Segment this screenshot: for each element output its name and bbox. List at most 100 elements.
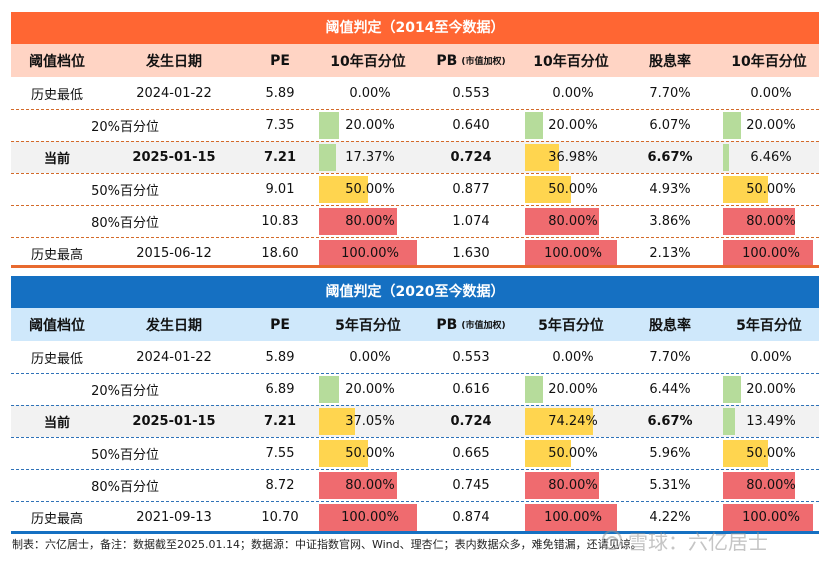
- dy-percentile-cell: 100.00%: [719, 502, 819, 533]
- percentile-value: 20.00%: [548, 382, 598, 397]
- pe-percentile-cell: 17.37%: [315, 142, 421, 173]
- date-cell: 2024-01-22: [136, 349, 212, 365]
- header-dy: 股息率: [649, 317, 691, 334]
- percentile-bar: [723, 504, 813, 531]
- pb-cell: 0.874: [452, 510, 490, 525]
- percentile-bar: [525, 376, 544, 403]
- pb-percentile-cell: 74.24%: [521, 406, 621, 437]
- pe-percentile-cell: 0.00%: [315, 77, 421, 109]
- table-row: 20%百分位 6.89 20.00% 0.616 20.00% 6.44% 20.00%: [11, 373, 819, 405]
- pe-cell: 7.55: [265, 446, 295, 461]
- pb-percentile-cell: 20.00%: [521, 374, 621, 405]
- pb-cell: 1.630: [452, 246, 490, 261]
- dy-percentile-cell: 13.49%: [719, 406, 819, 437]
- percentile-bar: [319, 176, 368, 203]
- percentile-value: 0.00%: [349, 349, 391, 365]
- pb-cell: 0.553: [452, 85, 490, 101]
- dy-percentile-cell: 20.00%: [719, 110, 819, 141]
- percentile-value: 50.00%: [746, 182, 796, 197]
- dividend-yield-cell: 6.67%: [647, 150, 693, 165]
- level-cell: 20%百分位: [91, 120, 159, 135]
- percentile-bar: [723, 208, 795, 235]
- percentile-bar: [319, 504, 417, 531]
- table-row: 50%百分位 7.55 50.00% 0.665 50.00% 5.96% 50.00%: [11, 437, 819, 469]
- date-cell: 2021-09-13: [136, 510, 212, 525]
- dy-percentile-cell: 0.00%: [719, 341, 819, 373]
- pe-percentile-cell: 80.00%: [315, 470, 421, 501]
- percentile-value: 20.00%: [548, 118, 598, 133]
- pe-cell: 7.21: [263, 414, 297, 429]
- percentile-value: 0.00%: [552, 85, 594, 101]
- dy-percentile-cell: 80.00%: [719, 470, 819, 501]
- level-cell: 80%百分位: [91, 480, 159, 495]
- dividend-yield-cell: 4.22%: [649, 510, 691, 525]
- pb-cell: 0.665: [452, 446, 490, 461]
- percentile-bar: [723, 240, 813, 267]
- percentile-bar: [319, 408, 356, 435]
- percentile-value: 80.00%: [548, 478, 598, 493]
- header-date: 发生日期: [146, 53, 202, 70]
- pb-percentile-cell: 80.00%: [521, 470, 621, 501]
- percentile-bar: [319, 144, 337, 171]
- pe-percentile-cell: 50.00%: [315, 438, 421, 469]
- dividend-yield-cell: 7.70%: [649, 349, 691, 365]
- percentile-value: 50.00%: [345, 182, 395, 197]
- percentile-value: 100.00%: [742, 510, 800, 525]
- level-cell: 当前: [43, 416, 70, 431]
- level-cell: 历史最高: [30, 248, 83, 263]
- percentile-value: 0.00%: [349, 85, 391, 101]
- header-date: 发生日期: [146, 317, 202, 334]
- table-row: 80%百分位 8.72 80.00% 0.745 80.00% 5.31% 80.00%: [11, 469, 819, 501]
- percentile-bar: [723, 112, 741, 139]
- dividend-yield-cell: 4.93%: [649, 182, 691, 197]
- percentile-value: 50.00%: [548, 182, 598, 197]
- dy-percentile-cell: 80.00%: [719, 206, 819, 237]
- pe-cell: 5.89: [265, 349, 295, 365]
- pb-percentile-cell: 20.00%: [521, 110, 621, 141]
- header-pb: PB (市值加权): [421, 308, 521, 341]
- pb-cell: 0.640: [452, 118, 490, 133]
- percentile-bar: [723, 472, 795, 499]
- percentile-value: 100.00%: [742, 246, 800, 261]
- level-cell: 历史最高: [30, 512, 83, 527]
- pb-percentile-cell: 0.00%: [521, 341, 621, 373]
- level-cell: 80%百分位: [91, 216, 159, 231]
- level-cell: 历史最低: [30, 351, 83, 367]
- pe-cell: 10.70: [261, 510, 299, 525]
- pb-cell: 0.553: [452, 349, 490, 365]
- table-body: 历史最低 2024-01-22 5.89 0.00% 0.553 0.00% 7.70% 0.…: [11, 77, 819, 269]
- percentile-value: 20.00%: [345, 382, 395, 397]
- dividend-yield-cell: 6.07%: [649, 118, 691, 133]
- percentile-bar: [723, 144, 729, 171]
- header-pb-label: PB: [436, 52, 458, 69]
- header-pe-pct: 5年百分位: [335, 317, 401, 334]
- level-cell: 50%百分位: [91, 184, 159, 199]
- percentile-value: 6.46%: [750, 150, 792, 165]
- percentile-bar: [319, 112, 339, 139]
- pe-cell: 9.01: [265, 182, 295, 197]
- threshold-table-2014: 阈值判定（2014至今数据） 阈值档位 发生日期 PE 10年百分位 PB (市值…: [11, 12, 819, 269]
- pe-percentile-cell: 80.00%: [315, 206, 421, 237]
- date-cell: [159, 206, 245, 237]
- section-divider: [11, 531, 819, 534]
- percentile-bar: [723, 176, 768, 203]
- table-row: 当前 2025-01-15 7.21 17.37% 0.724 36.98% 6.67% 6.…: [11, 141, 819, 173]
- header-pb-pct: 10年百分位: [533, 53, 609, 70]
- dy-percentile-cell: 50.00%: [719, 438, 819, 469]
- table-row: 历史最低 2024-01-22 5.89 0.00% 0.553 0.00% 7.70% 0.…: [11, 77, 819, 109]
- watermark-text: 雪球：六亿居士: [628, 530, 768, 554]
- pb-percentile-cell: 100.00%: [521, 238, 621, 269]
- percentile-value: 80.00%: [345, 478, 395, 493]
- section-title: 阈值判定（2014至今数据）: [11, 12, 819, 44]
- percentile-value: 100.00%: [544, 510, 602, 525]
- pe-percentile-cell: 100.00%: [315, 502, 421, 533]
- level-cell: 20%百分位: [91, 384, 159, 399]
- dividend-yield-cell: 7.70%: [649, 85, 691, 101]
- pe-percentile-cell: 100.00%: [315, 238, 421, 269]
- date-cell: [159, 110, 245, 141]
- pb-cell: 0.616: [452, 382, 490, 397]
- percentile-value: 50.00%: [548, 446, 598, 461]
- dividend-yield-cell: 5.96%: [649, 446, 691, 461]
- dy-percentile-cell: 50.00%: [719, 174, 819, 205]
- date-cell: [159, 174, 245, 205]
